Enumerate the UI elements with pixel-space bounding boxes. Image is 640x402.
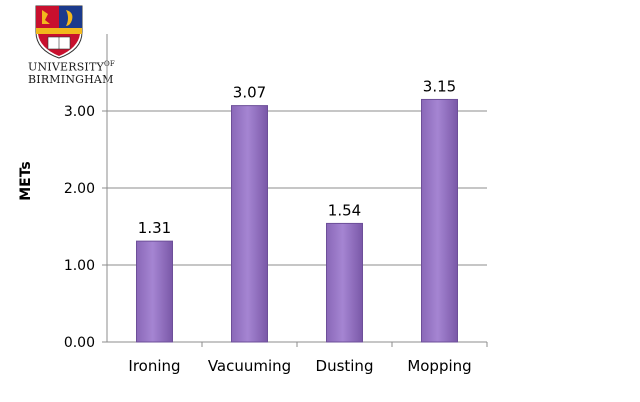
university-name-line1: UNIVERSITYOF <box>28 60 118 74</box>
bars <box>136 98 458 343</box>
university-logo: UNIVERSITYOF BIRMINGHAM <box>14 4 115 86</box>
university-name-line2: BIRMINGHAM <box>28 73 114 86</box>
university-name-main: UNIVERSITY <box>28 60 104 74</box>
x-category-label: Mopping <box>407 357 471 375</box>
x-category-label: Dusting <box>316 357 374 375</box>
data-label: 1.31 <box>138 219 171 237</box>
bar <box>326 222 363 343</box>
labels: 0.00 1.00 2.00 3.00 1.31 Ironing 3.07 Vacuuming… <box>64 77 472 375</box>
y-tick-label: 1.00 <box>64 258 95 274</box>
bar-chart: 0.00 1.00 2.00 3.00 1.31 Ironing 3.07 Vacuuming… <box>18 34 488 375</box>
x-category-label: Vacuuming <box>208 357 291 375</box>
data-label: 3.07 <box>233 84 266 102</box>
data-label: 3.15 <box>423 77 456 95</box>
y-tick-label: 2.00 <box>64 181 95 197</box>
university-name-sup: OF <box>103 60 115 68</box>
bar <box>136 240 173 343</box>
y-tick-label: 0.00 <box>64 335 95 351</box>
y-axis-title: METs <box>18 161 34 201</box>
crest-icon <box>35 5 83 59</box>
background-strip <box>490 0 640 402</box>
data-label: 1.54 <box>328 201 361 219</box>
chart-area: UNIVERSITYOF BIRMINGHAM 0.00 1.00 2.00 3.00… <box>14 4 488 375</box>
bar <box>231 105 268 343</box>
x-category-label: Ironing <box>128 357 180 375</box>
y-tick-label: 3.00 <box>64 104 95 120</box>
bar <box>421 98 458 343</box>
